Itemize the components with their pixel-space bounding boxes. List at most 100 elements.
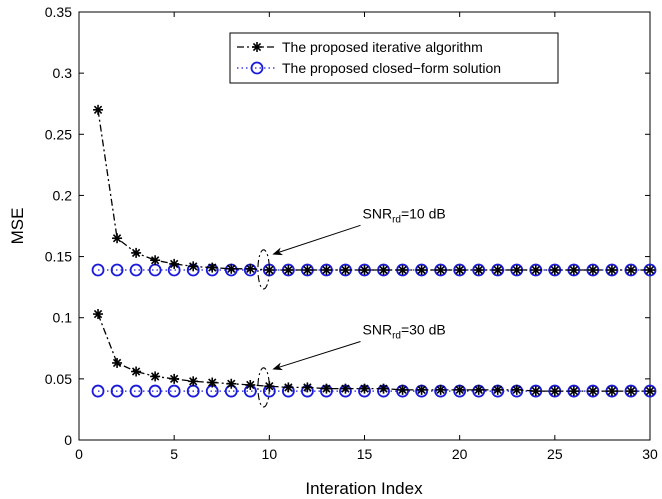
star-marker [359, 265, 370, 276]
star-marker [321, 383, 332, 394]
circle-marker [129, 384, 143, 398]
star-marker [492, 265, 503, 276]
circle-marker [110, 263, 124, 277]
star-marker [359, 383, 370, 394]
star-marker [226, 378, 237, 389]
star-marker [587, 265, 598, 276]
annotation-ellipse [257, 249, 270, 290]
star-marker [416, 384, 427, 395]
circle-marker [167, 384, 181, 398]
x-tick-label: 20 [452, 446, 468, 462]
star-marker [530, 386, 541, 397]
star-marker [321, 265, 332, 276]
star-marker [378, 383, 389, 394]
star-marker [397, 265, 408, 276]
circle-marker [472, 263, 486, 277]
x-tick-label: 25 [547, 446, 563, 462]
star-marker [131, 247, 142, 258]
star-marker [645, 386, 655, 397]
y-axis-label: MSE [8, 208, 27, 245]
x-axis-label: Interation Index [305, 479, 423, 498]
y-tick-label: 0.25 [45, 126, 72, 142]
star-marker [188, 376, 199, 387]
annotation-snr30: SNRrd=30 dB [257, 322, 446, 408]
series-line [97, 109, 650, 271]
y-tick-label: 0.05 [45, 371, 72, 387]
circle-marker [91, 263, 105, 277]
star-marker [549, 386, 560, 397]
annotation-snr10: SNRrd=10 dB [257, 205, 446, 290]
x-tick-label: 5 [170, 446, 178, 462]
star-marker [625, 386, 636, 397]
star-marker [606, 265, 617, 276]
star-marker [587, 386, 598, 397]
x-tick-label: 30 [642, 446, 658, 462]
star-marker [568, 265, 579, 276]
star-marker [340, 383, 351, 394]
y-tick-label: 0.1 [53, 310, 73, 326]
star-marker [188, 261, 199, 272]
legend-star-marker [252, 42, 262, 52]
star-marker [112, 357, 123, 368]
series-group [91, 104, 657, 398]
legend-entry: The proposed closed−form solution [237, 60, 501, 76]
star-marker [302, 265, 313, 276]
star-marker [473, 265, 484, 276]
y-tick-label: 0.35 [45, 4, 72, 20]
star-marker [435, 265, 446, 276]
star-marker [378, 265, 389, 276]
series-snr30-dashdot-star [93, 309, 655, 397]
axis-ticks: 0 5 10 15 20 25 30 0 0.05 0.1 0.15 0.2 0.25 0.3 0.35 [45, 4, 658, 462]
legend-label: The proposed closed−form solution [282, 60, 501, 76]
legend: The proposed iterative algorithm The prop… [229, 32, 559, 84]
star-marker [302, 382, 313, 393]
y-tick-label: 0.2 [53, 187, 73, 203]
star-marker [93, 104, 104, 115]
star-marker [131, 366, 142, 377]
x-tick-label: 0 [75, 446, 83, 462]
y-tick-label: 0.3 [53, 65, 73, 81]
star-marker [207, 262, 218, 273]
star-marker [454, 265, 465, 276]
annotation-label: SNRrd=10 dB [363, 205, 446, 225]
star-marker [169, 258, 180, 269]
star-marker [435, 384, 446, 395]
annotation-arrow [272, 224, 361, 256]
star-marker [150, 255, 161, 266]
star-marker [492, 384, 503, 395]
star-marker [169, 373, 180, 384]
star-marker [283, 382, 294, 393]
star-marker [112, 233, 123, 244]
star-marker [93, 309, 104, 320]
annotation-label: SNRrd=30 dB [363, 322, 446, 342]
star-marker [511, 265, 522, 276]
star-marker [625, 265, 636, 276]
circle-marker [110, 384, 124, 398]
series-snr10-dashdot-star [93, 104, 655, 276]
circle-marker [643, 384, 657, 398]
annotation-ellipse [257, 367, 270, 408]
annotation-arrow [272, 341, 361, 371]
star-marker [568, 386, 579, 397]
star-marker [397, 384, 408, 395]
star-marker [530, 265, 541, 276]
legend-entry: The proposed iterative algorithm [237, 39, 483, 55]
legend-circle-marker [250, 61, 264, 75]
annotations: SNRrd=10 dB SNRrd=30 dB [257, 205, 446, 408]
star-marker [226, 263, 237, 274]
star-marker [511, 384, 522, 395]
star-marker [245, 263, 256, 274]
legend-label: The proposed iterative algorithm [282, 39, 483, 55]
y-tick-label: 0.15 [45, 249, 72, 265]
legend-box [229, 32, 559, 84]
circle-marker [129, 263, 143, 277]
x-tick-label: 10 [262, 446, 278, 462]
circle-marker [148, 384, 162, 398]
y-tick-label: 0 [64, 432, 72, 448]
star-marker [340, 265, 351, 276]
star-marker [283, 265, 294, 276]
circle-marker [91, 384, 105, 398]
star-marker [473, 384, 484, 395]
star-marker [549, 265, 560, 276]
